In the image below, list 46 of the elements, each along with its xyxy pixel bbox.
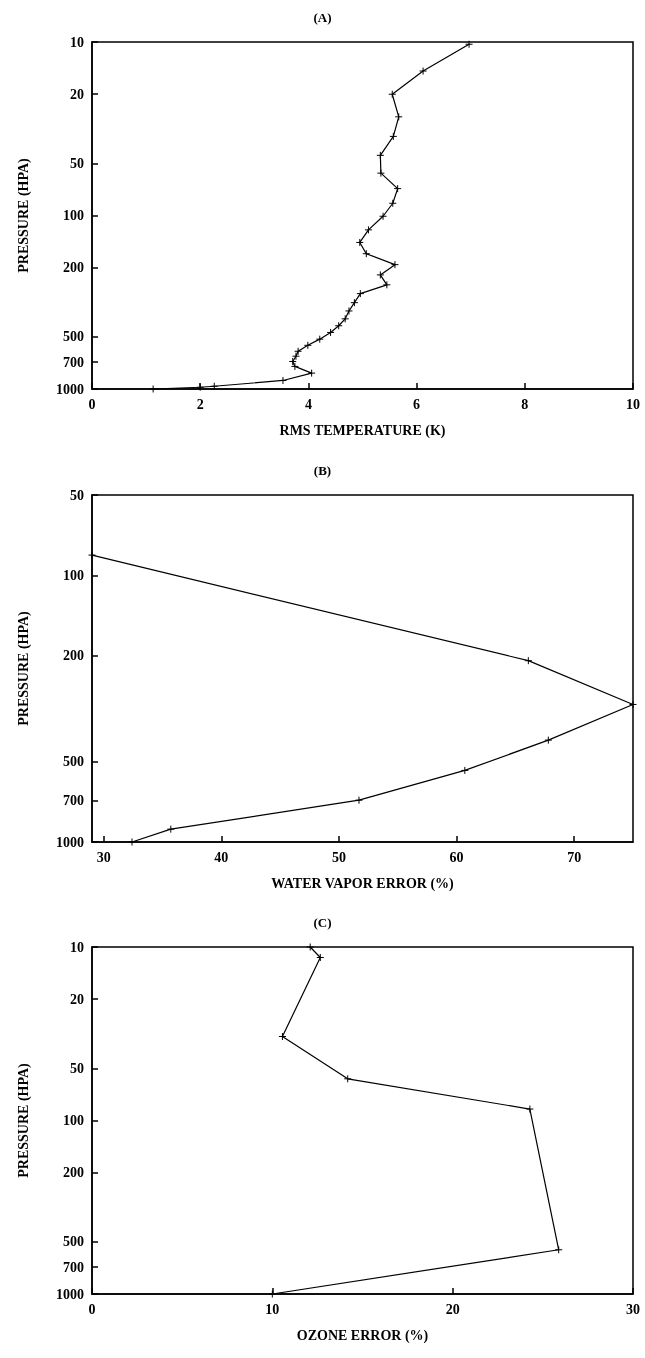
x-tick-label: 60 — [449, 849, 464, 865]
y-tick-label: 20 — [70, 86, 84, 102]
y-tick-label: 200 — [63, 647, 84, 663]
y-tick-label: 1000 — [56, 381, 84, 397]
y-tick-label: 10 — [70, 939, 84, 955]
x-tick-label: 70 — [567, 849, 582, 865]
y-tick-label: 200 — [63, 1165, 84, 1181]
y-tick-label: 700 — [63, 792, 84, 808]
y-tick-label: 50 — [70, 155, 84, 171]
y-axis-title: PRESSURE (HPA) — [15, 157, 32, 273]
y-axis-title: PRESSURE (HPA) — [15, 610, 32, 726]
y-tick-label: 500 — [63, 1234, 84, 1250]
y-tick-label: 1000 — [56, 1286, 84, 1302]
chart-title: (C) — [313, 915, 332, 931]
x-tick-label: 8 — [521, 396, 529, 412]
x-tick-label: 0 — [88, 396, 96, 412]
y-tick-label: 50 — [70, 1061, 84, 1077]
y-axis-title: PRESSURE (HPA) — [15, 1063, 32, 1179]
y-tick-label: 500 — [63, 753, 84, 769]
chart-title: (B) — [313, 462, 332, 478]
x-tick-label: 20 — [445, 1301, 460, 1317]
x-tick-label: 6 — [413, 396, 421, 412]
x-tick-label: 0 — [88, 1301, 96, 1317]
y-tick-label: 500 — [63, 329, 84, 345]
x-tick-label: 40 — [214, 849, 229, 865]
x-tick-label: 30 — [96, 849, 111, 865]
y-tick-label: 200 — [63, 260, 84, 276]
y-tick-label: 700 — [63, 354, 84, 370]
y-tick-label: 20 — [70, 992, 84, 1008]
x-tick-label: 10 — [626, 396, 640, 412]
y-tick-label: 100 — [63, 208, 84, 223]
x-axis-title: OZONE ERROR (%) — [296, 1327, 429, 1344]
x-tick-label: 4 — [304, 396, 312, 412]
y-tick-label: 1000 — [56, 834, 84, 850]
x-tick-label: 2 — [196, 396, 204, 412]
x-tick-label: 50 — [331, 849, 346, 865]
y-tick-label: 50 — [70, 487, 84, 503]
y-tick-label: 100 — [63, 567, 84, 583]
x-axis-title: RMS TEMPERATURE (K) — [279, 422, 446, 439]
x-tick-label: 10 — [265, 1301, 280, 1317]
x-axis-title: WATER VAPOR ERROR (%) — [271, 875, 455, 892]
y-tick-label: 100 — [63, 1113, 84, 1129]
y-tick-label: 700 — [63, 1259, 84, 1275]
x-tick-label: 30 — [626, 1301, 640, 1317]
chart-title: (A) — [313, 10, 332, 25]
y-tick-label: 10 — [70, 34, 84, 50]
